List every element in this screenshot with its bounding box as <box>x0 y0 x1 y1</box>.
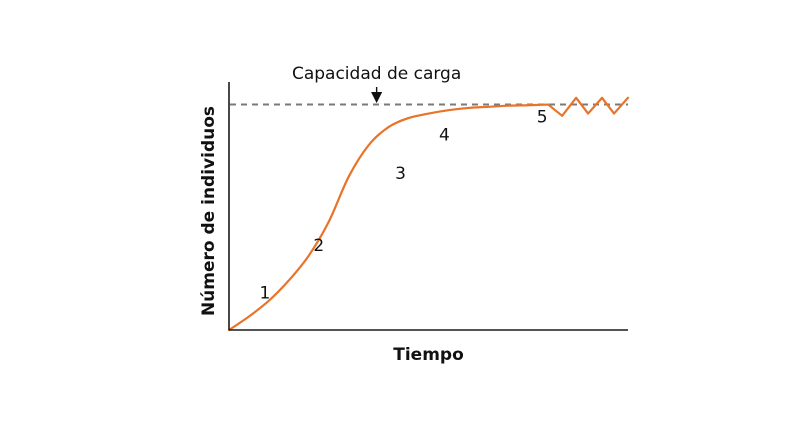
stage-labels: 1 2 3 4 5 <box>259 108 547 304</box>
stage-label-2: 2 <box>313 236 324 256</box>
plot-area <box>227 96 630 332</box>
x-axis-title: Tiempo <box>393 345 464 365</box>
stage-label-1: 1 <box>259 283 270 303</box>
growth-curve-series-0 <box>227 96 630 332</box>
stage-label-5: 5 <box>537 108 548 128</box>
y-axis-title: Número de individuos <box>199 106 219 316</box>
carrying-capacity-label: Capacidad de carga <box>292 64 461 84</box>
stage-label-3: 3 <box>395 164 406 184</box>
stage-label-4: 4 <box>439 126 450 146</box>
